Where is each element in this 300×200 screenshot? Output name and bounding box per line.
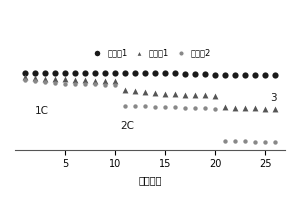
Point	[163, 72, 167, 75]
Point	[232, 107, 237, 110]
Point	[202, 94, 207, 97]
Point	[43, 80, 47, 84]
Point	[52, 78, 57, 81]
Text: 3: 3	[270, 93, 277, 103]
Point	[183, 73, 188, 76]
Point	[153, 106, 158, 109]
X-axis label: 循环次数: 循环次数	[138, 175, 162, 185]
Point	[22, 79, 27, 82]
Point	[232, 74, 237, 77]
Point	[93, 72, 98, 75]
Point	[123, 89, 128, 92]
Point	[273, 74, 278, 77]
Point	[112, 84, 117, 87]
Point	[183, 107, 188, 110]
Point	[43, 72, 47, 75]
Point	[43, 77, 47, 80]
Point	[202, 73, 207, 76]
Point	[223, 140, 227, 143]
Point	[262, 107, 267, 111]
Point	[142, 90, 147, 94]
Point	[223, 74, 227, 77]
Point	[33, 72, 38, 75]
Point	[112, 79, 117, 83]
Point	[213, 107, 218, 111]
Point	[133, 72, 137, 75]
Point	[273, 140, 278, 144]
Text: 2C: 2C	[120, 121, 134, 131]
Text: 1C: 1C	[35, 106, 49, 116]
Point	[73, 79, 77, 82]
Point	[163, 106, 167, 109]
Point	[93, 83, 98, 86]
Point	[213, 95, 218, 98]
Point	[133, 90, 137, 93]
Point	[103, 72, 107, 75]
Point	[73, 83, 77, 86]
Point	[253, 107, 257, 110]
Point	[133, 105, 137, 108]
Point	[33, 76, 38, 79]
Point	[82, 79, 87, 82]
Point	[262, 74, 267, 77]
Point	[262, 140, 267, 144]
Point	[82, 72, 87, 75]
Point	[142, 105, 147, 108]
Point	[193, 93, 197, 96]
Point	[142, 72, 147, 75]
Point	[103, 84, 107, 87]
Point	[22, 72, 27, 75]
Point	[193, 73, 197, 76]
Point	[223, 106, 227, 109]
Point	[153, 91, 158, 95]
Point	[183, 93, 188, 96]
Point	[253, 74, 257, 77]
Point	[73, 72, 77, 75]
Point	[172, 72, 177, 75]
Point	[52, 72, 57, 75]
Point	[243, 107, 248, 110]
Point	[243, 74, 248, 77]
Point	[213, 74, 218, 77]
Point	[82, 83, 87, 86]
Point	[253, 140, 257, 144]
Point	[202, 107, 207, 110]
Point	[153, 72, 158, 75]
Point	[123, 104, 128, 107]
Point	[112, 72, 117, 75]
Point	[93, 79, 98, 83]
Point	[63, 82, 68, 85]
Legend: 实施例1, 对比例1, 对比例2: 实施例1, 对比例1, 对比例2	[85, 45, 214, 61]
Point	[232, 140, 237, 143]
Point	[63, 72, 68, 75]
Point	[172, 92, 177, 95]
Point	[163, 92, 167, 95]
Point	[123, 72, 128, 75]
Point	[103, 79, 107, 83]
Point	[273, 107, 278, 111]
Point	[193, 107, 197, 110]
Point	[33, 79, 38, 83]
Point	[243, 140, 248, 143]
Point	[52, 81, 57, 84]
Point	[172, 106, 177, 109]
Point	[22, 75, 27, 78]
Point	[63, 78, 68, 81]
